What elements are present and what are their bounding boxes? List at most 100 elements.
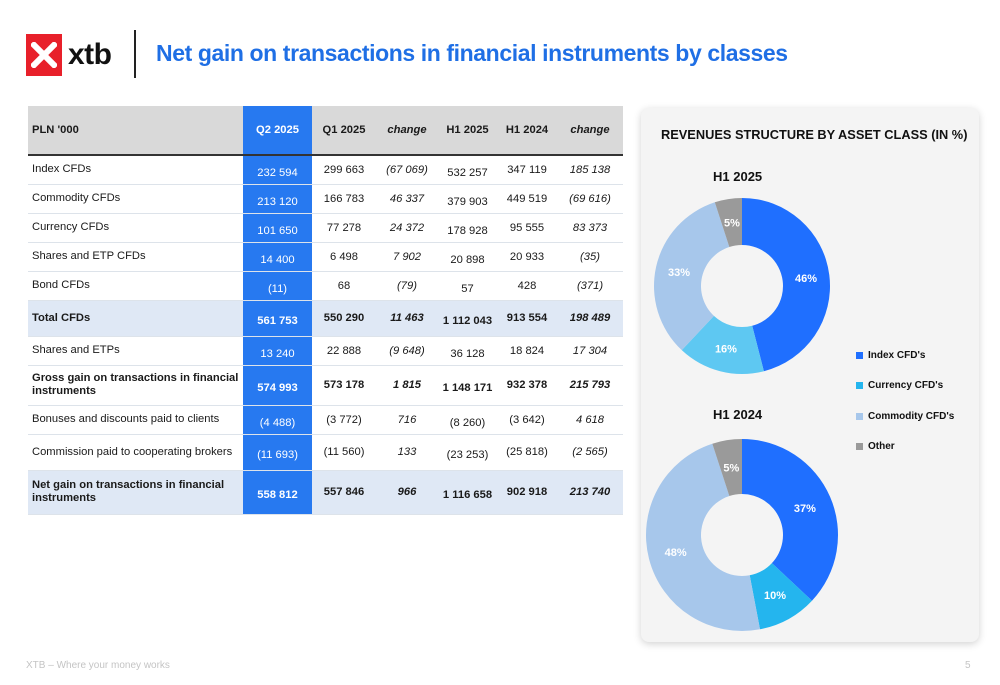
header-h1-2025: H1 2025 xyxy=(438,106,497,156)
legend-item: Commodity CFD's xyxy=(856,401,954,432)
cell-change-h: 198 489 xyxy=(557,300,623,337)
donut-slice xyxy=(712,439,742,497)
cell-change-q: 11 463 xyxy=(376,300,438,337)
cell-change-q: 46 337 xyxy=(376,184,438,214)
cell-change-h: 185 138 xyxy=(557,155,623,185)
header-change-q: change xyxy=(376,106,438,156)
donut-data-label: 10% xyxy=(764,590,786,602)
table-row: Currency CFDs 101 650 77 278 24 372 178 … xyxy=(28,213,623,243)
cell-h1-2025: (23 253) xyxy=(438,434,497,471)
header-divider xyxy=(134,30,136,78)
cell-h1-2024: 347 119 xyxy=(497,155,557,185)
cell-value: 379 903 xyxy=(447,195,488,208)
cell-value: 1 116 658 xyxy=(442,489,493,501)
cell-h1-2025: 178 928 xyxy=(438,213,497,243)
legend-swatch xyxy=(856,382,863,390)
header-q1-2025: Q1 2025 xyxy=(312,106,376,156)
cell-change-q: 966 xyxy=(376,470,438,515)
row-label: Commission paid to cooperating brokers xyxy=(28,434,243,471)
cell-value: 36 128 xyxy=(450,347,485,360)
row-label: Total CFDs xyxy=(28,300,243,337)
cell-h1-2025: 1 112 043 xyxy=(438,300,497,337)
header-q2-2025: Q2 2025 xyxy=(243,106,312,156)
cell-change-q: 24 372 xyxy=(376,213,438,243)
donut-label-h1-2025: H1 2025 xyxy=(713,169,763,184)
donut-data-label: 33% xyxy=(668,267,690,279)
cell-change-h: (69 616) xyxy=(557,184,623,214)
footer-tagline: XTB – Where your money works xyxy=(26,660,170,671)
donut-chart-h1-2024: 37% 10% 48% 5% xyxy=(645,439,838,631)
table-row: Commodity CFDs 213 120 166 783 46 337 37… xyxy=(28,184,623,214)
cell-q1-2025: 22 888 xyxy=(312,336,376,366)
table-header-row: PLN '000 Q2 2025 Q1 2025 change H1 2025 … xyxy=(28,106,623,156)
donut-slice xyxy=(681,315,764,374)
legend-item: Currency CFD's xyxy=(856,371,954,402)
donut-data-label: 37% xyxy=(794,503,816,515)
cell-change-h: 83 373 xyxy=(557,213,623,243)
table-row: Commission paid to cooperating brokers (… xyxy=(28,434,623,471)
cell-change-q: 7 902 xyxy=(376,242,438,272)
donut-slice xyxy=(742,439,838,601)
cell-q2-2025: 14 400 xyxy=(243,242,312,272)
cell-change-q: (79) xyxy=(376,271,438,301)
cell-value: 14 400 xyxy=(260,253,295,266)
cell-h1-2025: 36 128 xyxy=(438,336,497,366)
cell-value: (11 693) xyxy=(257,449,298,461)
cell-h1-2024: 18 824 xyxy=(497,336,557,366)
cell-q2-2025: 213 120 xyxy=(243,184,312,214)
cell-value: (8 260) xyxy=(449,416,486,429)
cell-q1-2025: 68 xyxy=(312,271,376,301)
cell-h1-2024: (25 818) xyxy=(497,434,557,471)
logo-text: xtb xyxy=(68,38,112,71)
cell-h1-2024: 95 555 xyxy=(497,213,557,243)
cell-value: (11) xyxy=(267,282,288,295)
cell-change-h: (35) xyxy=(557,242,623,272)
cell-value: 1 112 043 xyxy=(442,315,493,327)
cell-h1-2024: 449 519 xyxy=(497,184,557,214)
cell-q2-2025: (4 488) xyxy=(243,405,312,435)
revenue-structure-card: REVENUES STRUCTURE BY ASSET CLASS (IN %)… xyxy=(641,108,979,642)
cell-change-h: 17 304 xyxy=(557,336,623,366)
chart-title: REVENUES STRUCTURE BY ASSET CLASS (IN %) xyxy=(661,127,968,142)
table-row-net-gain: Net gain on transactions in financial in… xyxy=(28,470,623,515)
cell-value: (4 488) xyxy=(259,416,296,429)
header-h1-2024: H1 2024 xyxy=(497,106,557,156)
cell-change-q: 716 xyxy=(376,405,438,435)
row-label: Bond CFDs xyxy=(28,271,243,301)
cell-q1-2025: 6 498 xyxy=(312,242,376,272)
cell-h1-2024: 932 378 xyxy=(497,365,557,406)
chart-legend: Index CFD's Currency CFD's Commodity CFD… xyxy=(856,340,954,462)
donut-data-label: 5% xyxy=(724,217,740,229)
legend-label: Index CFD's xyxy=(868,349,926,361)
cell-q2-2025: 561 753 xyxy=(243,300,312,337)
cell-q2-2025: 232 594 xyxy=(243,155,312,185)
cell-change-h: 213 740 xyxy=(557,470,623,515)
cell-h1-2025: 379 903 xyxy=(438,184,497,214)
cell-q2-2025: (11) xyxy=(243,271,312,301)
page-title: Net gain on transactions in financial in… xyxy=(156,40,788,66)
cell-q1-2025: 166 783 xyxy=(312,184,376,214)
header-label: PLN '000 xyxy=(28,106,243,156)
donut-slice xyxy=(742,198,831,372)
cell-change-h: 4 618 xyxy=(557,405,623,435)
cell-change-h: (371) xyxy=(557,271,623,301)
donut-slice xyxy=(714,198,742,248)
cell-value: 13 240 xyxy=(260,347,295,360)
cell-value: 532 257 xyxy=(447,166,488,179)
legend-label: Other xyxy=(868,441,895,453)
cell-h1-2024: (3 642) xyxy=(497,405,557,435)
cell-q2-2025: 558 812 xyxy=(243,470,312,515)
cell-value: 178 928 xyxy=(447,224,488,237)
cell-value: 561 753 xyxy=(257,315,298,327)
cell-h1-2025: 20 898 xyxy=(438,242,497,272)
donut-slice xyxy=(749,563,812,630)
cell-h1-2025: 532 257 xyxy=(438,155,497,185)
cell-q1-2025: (3 772) xyxy=(312,405,376,435)
xtb-logo: xtb xyxy=(26,34,112,76)
table-row: Shares and ETP CFDs 14 400 6 498 7 902 2… xyxy=(28,242,623,272)
row-label: Net gain on transactions in financial in… xyxy=(28,470,243,515)
legend-item: Index CFD's xyxy=(856,340,954,371)
cell-q2-2025: 101 650 xyxy=(243,213,312,243)
legend-swatch xyxy=(856,412,863,420)
donut-data-label: 48% xyxy=(665,547,687,559)
